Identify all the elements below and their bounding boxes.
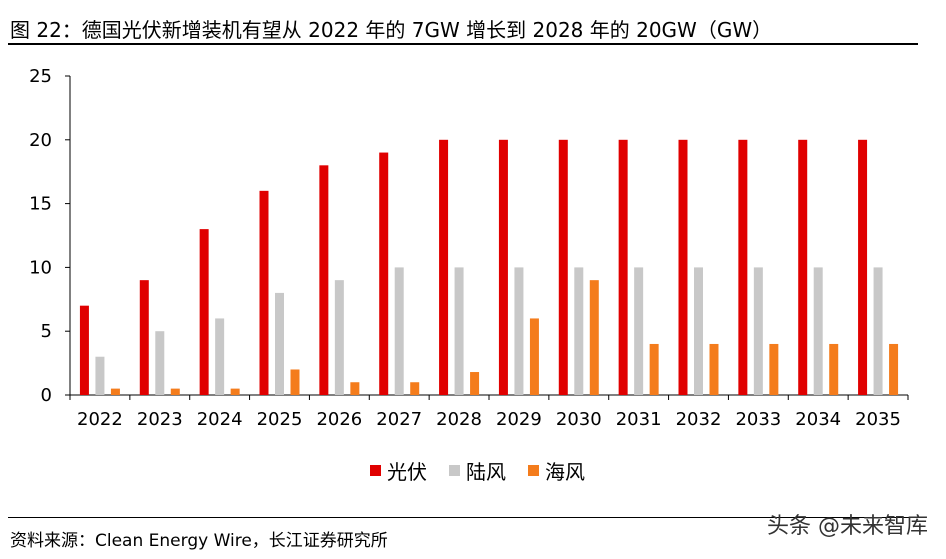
bar-onshore-2025 bbox=[275, 292, 284, 395]
bar-offshore-2023 bbox=[170, 388, 180, 395]
source-divider bbox=[8, 517, 918, 518]
legend-item-solar: 光伏 bbox=[370, 456, 427, 485]
bar-offshore-2030 bbox=[589, 280, 599, 395]
bar-solar-2032 bbox=[678, 139, 688, 395]
bar-offshore-2027 bbox=[410, 382, 420, 395]
x-tick-label: 2030 bbox=[556, 409, 602, 430]
x-tick-label: 2031 bbox=[616, 409, 662, 430]
bar-offshore-2029 bbox=[529, 318, 539, 395]
x-tick-label: 2027 bbox=[376, 409, 422, 430]
bar-onshore-2033 bbox=[753, 267, 763, 395]
bar-onshore-2023 bbox=[155, 331, 165, 395]
chart-bars bbox=[79, 139, 899, 395]
bar-offshore-2028 bbox=[470, 372, 480, 395]
legend-label-onshore: 陆风 bbox=[466, 460, 506, 484]
legend-swatch-offshore bbox=[528, 465, 539, 476]
bar-offshore-2031 bbox=[649, 343, 659, 395]
bar-offshore-2034 bbox=[829, 343, 839, 395]
bar-onshore-2034 bbox=[813, 267, 823, 395]
y-tick-label: 5 bbox=[41, 321, 52, 342]
bar-solar-2028 bbox=[439, 139, 449, 395]
bar-onshore-2030 bbox=[574, 267, 584, 395]
watermark: 头条 @未来智库 bbox=[767, 514, 928, 539]
bar-offshore-2022 bbox=[110, 388, 120, 395]
bar-onshore-2022 bbox=[95, 356, 105, 395]
y-tick-label: 25 bbox=[29, 66, 52, 87]
x-tick-label: 2034 bbox=[795, 409, 841, 430]
bar-solar-2025 bbox=[259, 190, 269, 395]
x-tick-label: 2028 bbox=[436, 409, 482, 430]
y-tick-label: 0 bbox=[41, 385, 52, 406]
y-tick-label: 20 bbox=[29, 130, 52, 151]
bar-onshore-2027 bbox=[394, 267, 404, 395]
x-tick-label: 2022 bbox=[77, 409, 123, 430]
title-divider bbox=[8, 43, 918, 45]
bar-offshore-2033 bbox=[769, 343, 779, 395]
bar-offshore-2025 bbox=[290, 369, 300, 395]
x-tick-label: 2023 bbox=[137, 409, 183, 430]
x-tick-label: 2024 bbox=[197, 409, 243, 430]
bar-solar-2023 bbox=[139, 280, 149, 395]
bar-solar-2029 bbox=[498, 139, 508, 395]
chart-axes bbox=[65, 75, 909, 400]
x-tick-label: 2033 bbox=[735, 409, 781, 430]
x-tick-label: 2025 bbox=[257, 409, 303, 430]
bar-solar-2035 bbox=[858, 139, 868, 395]
x-tick-label: 2026 bbox=[316, 409, 362, 430]
bar-onshore-2029 bbox=[514, 267, 524, 395]
bar-offshore-2026 bbox=[350, 382, 360, 395]
bar-offshore-2032 bbox=[709, 343, 719, 395]
x-tick-label: 2029 bbox=[496, 409, 542, 430]
bar-solar-2026 bbox=[319, 165, 329, 395]
bar-onshore-2024 bbox=[215, 318, 225, 395]
bar-onshore-2031 bbox=[634, 267, 644, 395]
bar-offshore-2035 bbox=[889, 343, 899, 395]
chart-legend: 光伏 陆风 海风 bbox=[370, 456, 607, 485]
bar-solar-2030 bbox=[558, 139, 568, 395]
legend-item-offshore: 海风 bbox=[528, 456, 585, 485]
bar-solar-2024 bbox=[199, 229, 209, 395]
source-note: 资料来源：Clean Energy Wire，长江证券研究所 bbox=[10, 531, 388, 551]
legend-label-offshore: 海风 bbox=[545, 460, 585, 484]
y-tick-label: 15 bbox=[29, 194, 52, 215]
bar-offshore-2024 bbox=[230, 388, 240, 395]
legend-label-solar: 光伏 bbox=[387, 460, 427, 484]
bar-solar-2034 bbox=[798, 139, 808, 395]
bar-solar-2027 bbox=[379, 152, 389, 395]
bar-onshore-2035 bbox=[873, 267, 883, 395]
bar-solar-2031 bbox=[618, 139, 628, 395]
legend-swatch-solar bbox=[370, 465, 381, 476]
bar-solar-2033 bbox=[738, 139, 748, 395]
legend-swatch-onshore bbox=[449, 465, 460, 476]
y-tick-label: 10 bbox=[29, 257, 52, 278]
figure-title: 图 22：德国光伏新增装机有望从 2022 年的 7GW 增长到 2028 年的… bbox=[10, 18, 773, 42]
x-tick-label: 2032 bbox=[676, 409, 722, 430]
bar-onshore-2032 bbox=[694, 267, 703, 395]
bar-solar-2022 bbox=[79, 305, 89, 395]
x-tick-label: 2035 bbox=[855, 409, 901, 430]
legend-item-onshore: 陆风 bbox=[449, 456, 506, 485]
bar-onshore-2026 bbox=[334, 280, 344, 395]
bar-onshore-2028 bbox=[454, 267, 464, 395]
